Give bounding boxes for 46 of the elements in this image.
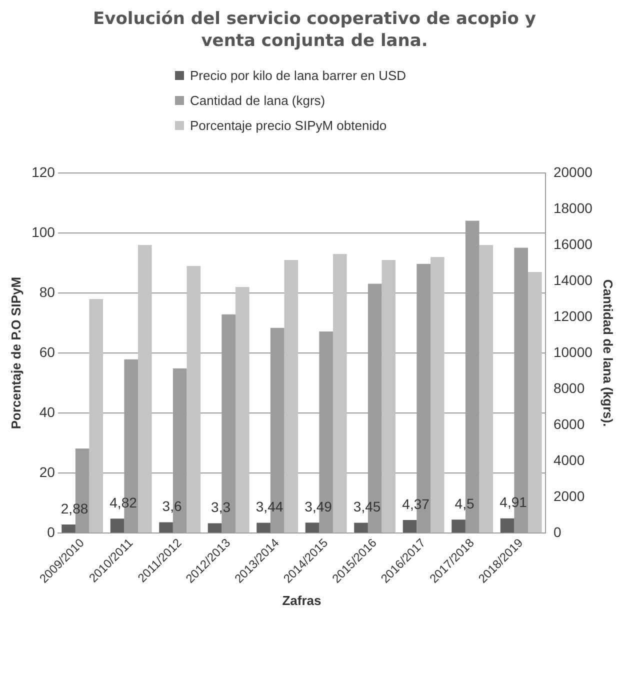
bar [89,299,104,533]
y-tick-label: 80 [39,284,56,300]
bar [305,522,320,533]
data-label: 3,3 [211,499,231,516]
x-axis-title: Zafras [282,592,322,608]
y-tick-label: 40 [39,404,56,420]
y-tick-label: 60 [39,344,56,360]
data-label: 4,91 [500,494,528,510]
legend-label: Precio por kilo de lana barrer en USD [190,68,406,83]
y2-tick-label: 16000 [553,236,593,252]
y2-tick-label: 10000 [553,344,593,360]
y2-tick-label: 6000 [553,416,585,432]
y2-tick-label: 12000 [553,308,593,324]
data-label: 4,82 [110,494,138,510]
y2-tick-label: 8000 [553,380,585,396]
bar [208,523,222,533]
y-tick-label: 0 [47,524,56,540]
y2-tick-label: 18000 [553,200,593,216]
y2-tick-label: 4000 [553,452,585,468]
y2-tick-label: 0 [553,524,562,540]
y2-tick-label: 14000 [553,272,593,288]
bar [256,522,270,533]
legend-label: Cantidad de lana (kgrs) [190,93,326,108]
data-label: 2,88 [60,500,88,516]
y-axis-title: Porcentaje de P.O SIPyM [8,276,24,430]
bar [500,518,514,533]
data-label: 4,5 [454,495,474,512]
y2-axis-title: Cantidad de lana (kgrs). [600,279,616,427]
bar [402,520,417,533]
data-label: 3,49 [304,498,332,514]
legend-label: Porcentaje precio SIPyM obtenido [190,118,387,133]
bar [452,520,466,533]
chart-title: Evolución del servicio cooperativo de acopio y venta conjunta de lana. [92,8,537,53]
y2-tick-label: 2000 [553,488,585,504]
bar [62,524,76,533]
data-label: 3,6 [162,498,182,514]
bar [159,522,173,533]
y-tick-label: 100 [32,224,56,240]
data-label: 3,44 [256,498,284,515]
y2-tick-label: 20000 [553,164,593,180]
y-tick-label: 120 [32,164,56,180]
data-label: 3,45 [353,498,381,515]
data-label: 4,37 [402,496,430,512]
bar [110,518,124,533]
y-tick-label: 20 [39,464,56,480]
bar [354,522,368,533]
